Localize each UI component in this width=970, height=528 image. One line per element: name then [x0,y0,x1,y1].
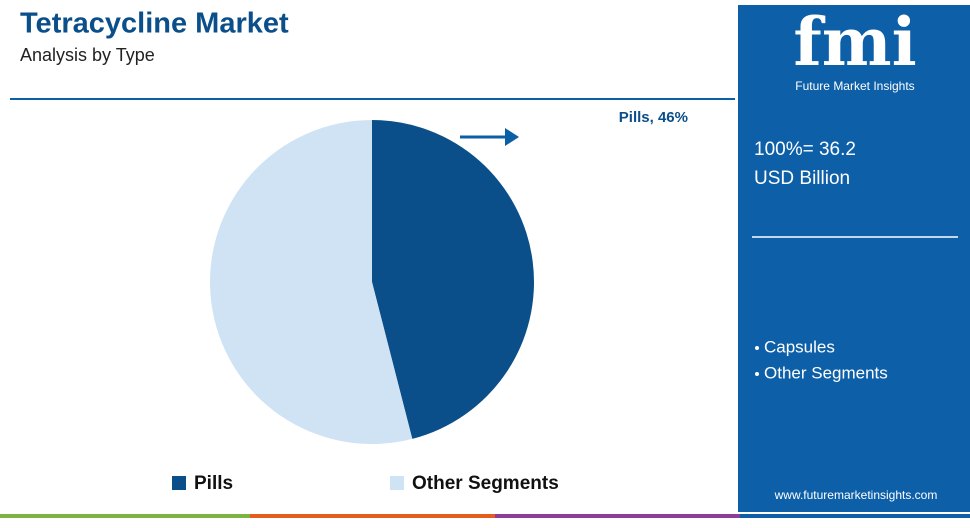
legend: Pills Other Segments [172,473,559,494]
unit: USD Billion [754,168,850,189]
legend-swatch [172,476,186,490]
pie-slice [372,120,534,439]
bullet-text: Other Segments [764,363,888,382]
pie-slice [210,120,413,445]
logo-caption: Future Market Insights [795,79,914,93]
pie [210,120,534,445]
annotation: Pills, 46% [619,109,688,126]
arrow [460,128,519,146]
bullet-dot [755,372,759,376]
bullet-dot [755,346,759,350]
legend-label: Pills [194,473,233,494]
chart-subtitle: Analysis by Type [20,45,155,65]
bullet-list: Capsules Other Segments [755,337,888,382]
bullet-text: Capsules [764,337,835,356]
legend-swatch [390,476,404,490]
legend-label: Other Segments [412,473,559,494]
footer-stripe [0,514,970,518]
total: 100%= 36.2 [754,139,856,160]
logo: fmi [793,3,916,81]
chart-title: Tetracycline Market [20,8,289,40]
sidebar [738,5,970,512]
website: www.futuremarketinsights.com [774,488,938,502]
